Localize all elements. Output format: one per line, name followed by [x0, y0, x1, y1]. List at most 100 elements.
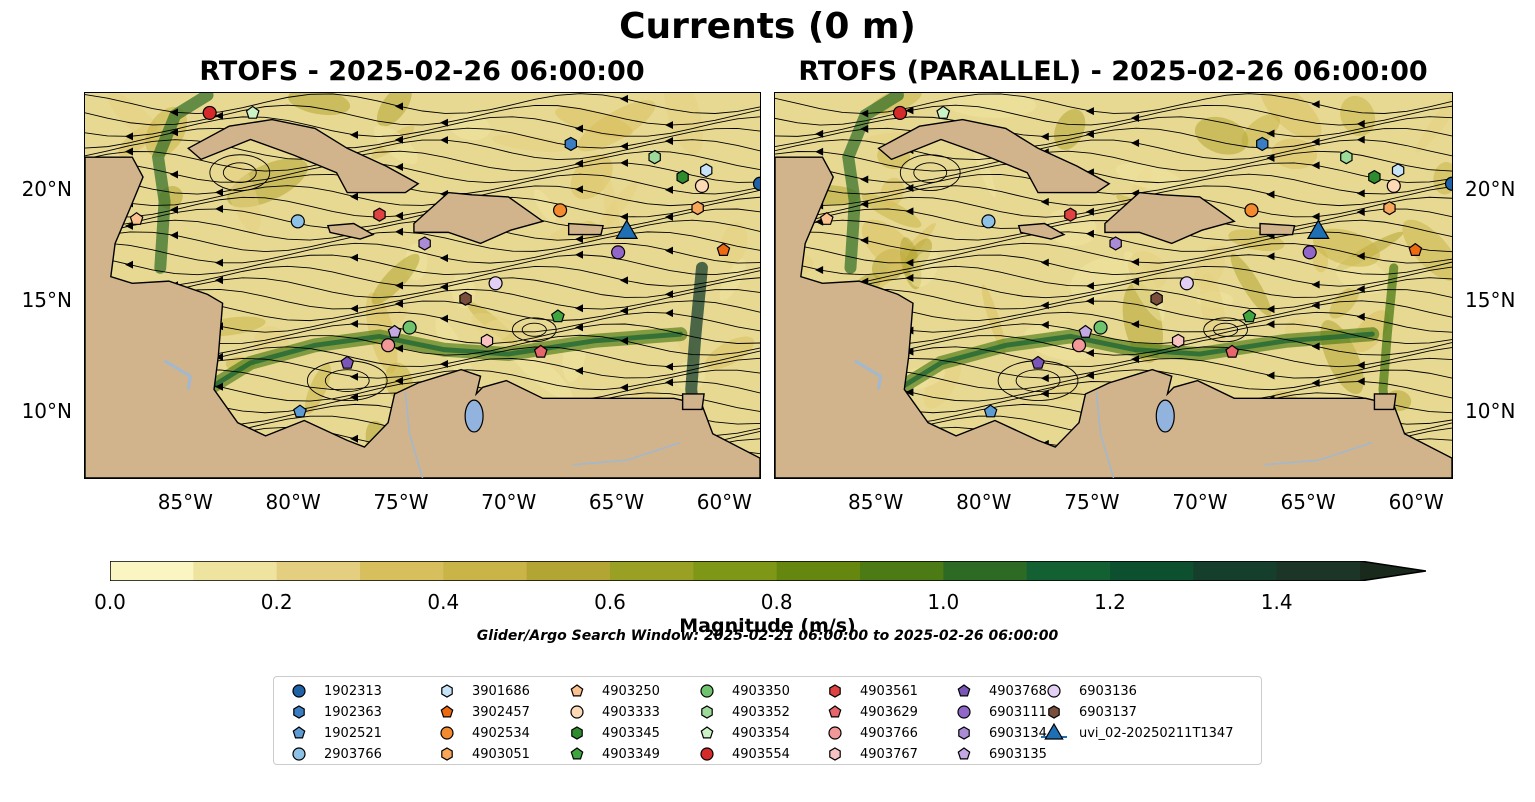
float-marker-4903354 [936, 105, 951, 119]
legend-marker-icon [700, 747, 714, 761]
float-marker-1902521 [293, 404, 307, 418]
legend-marker-shape [570, 705, 584, 719]
legend-marker-icon [571, 726, 583, 740]
colorbar-segment [110, 561, 194, 581]
legend-marker-shape [957, 705, 971, 719]
legend-marker-icon [441, 747, 453, 761]
trinidad [681, 393, 705, 411]
hispaniola [1104, 191, 1236, 245]
colorbar-segment [693, 561, 778, 581]
legend-marker-shape [829, 747, 841, 761]
map-canvas-rtofs [85, 93, 760, 478]
float-marker-3901686 [700, 163, 713, 178]
legend-marker-icon [828, 726, 842, 740]
float-markers [819, 105, 1452, 418]
legend-marker-icon [1041, 723, 1067, 740]
x-tick-left-5: 60°W [696, 490, 752, 514]
legend-item-uvi_02-20250211T1347: uvi_02-20250211T1347 [1041, 723, 1233, 743]
colorbar-tick-2: 0.4 [427, 590, 460, 614]
magdalena-river [404, 391, 424, 478]
float-marker-4903767 [480, 333, 494, 348]
legend-marker-icon [958, 726, 970, 740]
float-marker-1902363 [1256, 136, 1269, 152]
cuba [186, 118, 420, 194]
legend-marker-shape [958, 726, 970, 740]
colorbar-segment [1026, 561, 1111, 581]
float-marker-4903352 [1340, 150, 1353, 165]
legend-marker-shape [440, 705, 454, 718]
legend-marker-shape [1047, 684, 1061, 698]
map-panel-rtofs[interactable] [84, 92, 761, 479]
legend-label: 3901686 [472, 683, 530, 699]
colorbar-segment [1276, 561, 1361, 581]
legend-label: uvi_02-20250211T1347 [1079, 725, 1234, 741]
legend-marker-shape [701, 705, 713, 719]
x-tick-right-0: 85°W [848, 490, 904, 514]
float-marker-6903135 [387, 324, 402, 338]
float-marker-6903111 [1302, 245, 1317, 260]
float-marker-4903561 [1064, 207, 1077, 222]
legend-marker-icon [292, 747, 306, 761]
float-marker-1902363 [564, 136, 578, 152]
float-marker-6903135 [1078, 324, 1093, 338]
puerto-rico [567, 222, 604, 236]
legend-item-6903134: 6903134 [951, 723, 1047, 743]
puerto-rico [1259, 222, 1296, 236]
colorbar-segment [1110, 561, 1194, 581]
float-marker-4903766 [1071, 338, 1087, 353]
x-tick-left-1: 80°W [265, 490, 321, 514]
legend-item-4903554: 4903554 [694, 744, 790, 764]
trinidad [1373, 393, 1397, 411]
float-marker-4903349 [1242, 309, 1257, 323]
legend-item-4903354: 4903354 [694, 723, 790, 743]
legend-marker-icon [292, 684, 306, 698]
legend-marker-shape [1048, 705, 1060, 719]
colorbar-label: Magnitude (m/s) [679, 615, 856, 637]
legend-label: 6903136 [1079, 683, 1137, 699]
cuba [877, 118, 1111, 194]
legend-item-6903135: 6903135 [951, 744, 1047, 764]
legend-marker-icon [700, 726, 714, 739]
y-tick-right-2: 10°N [1465, 399, 1516, 424]
float-marker-4903561 [373, 207, 386, 222]
legend-item-3902457: 3902457 [434, 702, 530, 722]
float-marker-2903766 [981, 214, 996, 229]
y-tick-right-0: 20°N [1465, 176, 1516, 201]
legend-label: 4903051 [472, 746, 530, 762]
colorbar-segment [610, 561, 694, 581]
float-marker-6903134 [1109, 236, 1122, 251]
float-markers [129, 105, 760, 418]
x-tick-left-4: 65°W [588, 490, 645, 514]
legend-label: 6903137 [1079, 704, 1137, 720]
panel-title-rtofs: RTOFS - 2025-02-26 06:00:00 [199, 56, 645, 87]
legend-label: 4903561 [860, 683, 918, 699]
legend-item-3901686: 3901686 [434, 681, 530, 701]
legend-marker-icon [957, 684, 971, 697]
colorbar-tick-4: 0.8 [760, 590, 793, 614]
land [775, 118, 1452, 478]
legend-item-4903345: 4903345 [564, 723, 660, 743]
legend-marker-shape [700, 747, 714, 761]
legend-marker-icon [700, 684, 714, 698]
colorbar-segment [943, 561, 1028, 581]
legend-marker-icon [829, 747, 841, 761]
legend-marker-icon [957, 747, 971, 760]
legend-marker-icon [293, 705, 305, 719]
figure-title: Currents (0 m) [619, 6, 916, 47]
legend-marker-icon [829, 684, 841, 698]
legend-item-4903350: 4903350 [694, 681, 790, 701]
hispaniola [413, 191, 545, 245]
legend-marker-shape [292, 747, 306, 761]
map-panel-rtofs-parallel[interactable] [774, 92, 1453, 479]
float-marker-4903051 [1383, 200, 1396, 216]
legend-marker-icon [440, 705, 454, 718]
legend-marker-shape [828, 705, 842, 718]
legend-marker-shape [441, 684, 453, 698]
float-marker-4903051 [691, 200, 704, 216]
x-tick-left-2: 75°W [373, 490, 429, 514]
colorbar-outline [110, 561, 1426, 581]
legend-marker-shape [700, 684, 714, 698]
y-tick-right-1: 15°N [1465, 288, 1516, 313]
jamaica [326, 222, 375, 240]
legend-label: 4902534 [472, 725, 530, 741]
